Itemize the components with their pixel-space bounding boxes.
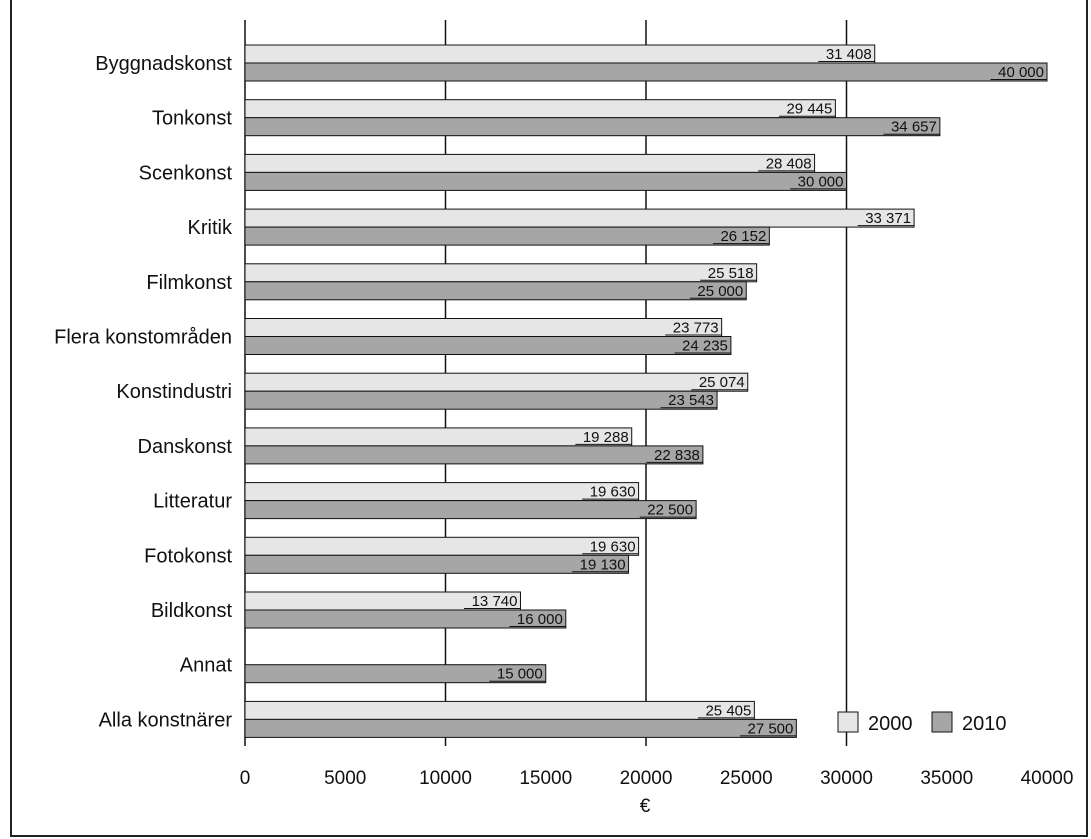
bar-2010 [244,718,797,738]
bar-2000 [244,318,723,337]
data-label: 34 657 [891,119,937,136]
bar-2010 [244,336,732,355]
category-labels: Byggnadskonst Tonkonst Scenkonst Kritik Film… [54,53,233,731]
bar-2010 [244,445,704,465]
data-label: 25 000 [697,283,743,300]
data-label: 22 500 [647,502,693,519]
x-tick-label: 15000 [519,768,572,789]
data-label: 25 405 [705,702,751,719]
legend-swatch-2010 [931,711,953,733]
category-label: Annat [180,655,233,677]
data-label: 19 130 [580,556,626,573]
category-label: Kritik [188,217,233,239]
bar-2010 [244,171,847,191]
legend-swatch-2000 [837,711,859,733]
data-label: 29 445 [786,101,832,118]
data-label: 15 000 [497,666,543,683]
x-tick-label: 25000 [720,768,773,789]
data-label: 27 500 [747,720,793,737]
bar-2000 [244,427,633,447]
data-label: 31 408 [826,46,872,63]
x-tick-label: 5000 [324,768,366,789]
legend-label: 2000 [868,713,913,735]
x-axis-label: € [640,796,651,817]
bar-2000 [244,208,915,228]
category-label: Bildkonst [151,600,233,622]
bar-2000 [244,44,876,64]
data-label: 24 235 [682,338,728,355]
category-label: Fotokonst [144,545,232,567]
data-label: 19 630 [590,484,636,501]
x-tick-label: 0 [240,768,251,789]
category-label: Konstindustri [116,381,232,403]
legend: 2000 2010 [837,711,1007,735]
bar-2010 [244,281,747,301]
bar-2000 [244,482,640,502]
data-label: 19 630 [590,538,636,555]
data-label: 22 838 [654,447,700,464]
category-label: Flera konstområden [54,327,232,349]
category-label: Scenkonst [139,162,233,184]
category-label: Tonkonst [152,108,232,130]
x-tick-label: 20000 [620,768,673,789]
bar-2000 [244,536,640,556]
x-tick-label: 35000 [920,768,973,789]
x-tick-label: 30000 [820,768,873,789]
bar-2010 [244,62,1048,82]
data-label: 25 074 [699,374,745,391]
bar-2000 [244,153,816,173]
bar-2010 [244,554,630,574]
category-label: Byggnadskonst [95,53,232,75]
category-label: Alla konstnärer [99,709,233,731]
bar-2010 [244,609,567,629]
data-label: 26 152 [720,228,766,245]
legend-label: 2010 [962,713,1007,735]
bar-2010 [244,390,718,410]
data-label: 19 288 [583,429,629,446]
bar-2000 [244,99,836,119]
data-label: 40 000 [998,64,1044,81]
bar-2010 [244,664,547,684]
bar-2000 [244,700,755,720]
chart-frame [10,0,1088,837]
data-label: 30 000 [798,173,844,190]
bar-2000 [244,263,758,283]
x-tick-label: 40000 [1021,768,1074,789]
bar-2010 [244,117,941,137]
bar-2000 [244,372,749,392]
bar-2010 [244,500,697,520]
data-label: 13 740 [472,593,518,610]
data-label: 23 543 [668,392,714,409]
category-label: Filmkonst [146,272,232,294]
bar-2010 [244,226,770,246]
x-tick-labels: 0 5000 10000 15000 20000 25000 30000 35000 40000 [240,768,1074,789]
data-label: 23 773 [673,320,719,337]
data-label: 33 371 [865,210,911,227]
category-label: Danskonst [138,436,233,458]
x-tick-label: 10000 [419,768,472,789]
data-label: 28 408 [766,155,812,172]
data-label: 25 518 [708,265,754,282]
data-label: 16 000 [517,611,563,628]
category-label: Litteratur [153,491,232,513]
